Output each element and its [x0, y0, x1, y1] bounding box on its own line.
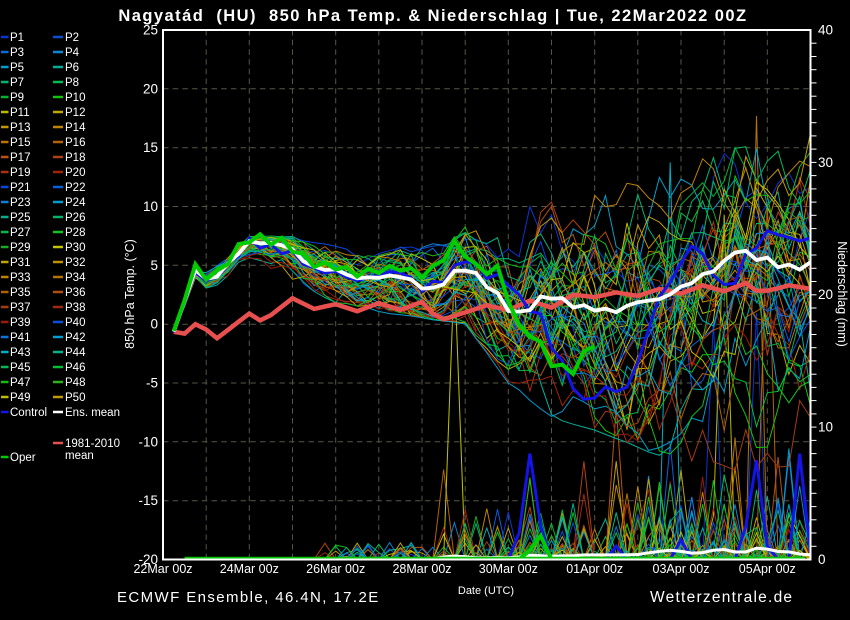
svg-text:P40: P40 [65, 317, 85, 329]
svg-text:P9: P9 [10, 92, 24, 104]
svg-text:20: 20 [143, 81, 158, 96]
svg-text:P41: P41 [10, 332, 30, 344]
svg-text:P24: P24 [65, 197, 86, 209]
svg-text:26Mar 00z: 26Mar 00z [306, 562, 365, 576]
svg-text:24Mar 00z: 24Mar 00z [220, 562, 279, 576]
svg-text:P33: P33 [10, 272, 30, 284]
svg-text:-20: -20 [138, 552, 158, 567]
svg-text:850 hPa Temp. (°C): 850 hPa Temp. (°C) [123, 239, 137, 349]
svg-text:P5: P5 [10, 62, 24, 74]
svg-text:0: 0 [818, 552, 826, 567]
svg-text:5: 5 [150, 258, 158, 273]
svg-text:P38: P38 [65, 302, 85, 314]
svg-text:P34: P34 [65, 272, 86, 284]
svg-text:Ens. mean: Ens. mean [65, 407, 120, 419]
svg-text:Niederschlag (mm): Niederschlag (mm) [835, 241, 849, 347]
svg-text:P27: P27 [10, 227, 30, 239]
svg-text:P6: P6 [65, 62, 79, 74]
svg-text:15: 15 [143, 140, 158, 155]
svg-text:P30: P30 [65, 242, 85, 254]
svg-text:P35: P35 [10, 287, 30, 299]
svg-text:10: 10 [143, 199, 158, 214]
svg-text:Nagyatád (HU) 850 hPa Temp.: Nagyatád (HU) 850 hPa Temp. & Niederschl… [118, 7, 747, 25]
svg-text:P19: P19 [10, 167, 30, 179]
svg-text:P46: P46 [65, 362, 85, 374]
svg-text:28Mar 00z: 28Mar 00z [392, 562, 451, 576]
svg-text:P25: P25 [10, 212, 30, 224]
svg-text:P22: P22 [65, 182, 85, 194]
svg-text:40: 40 [818, 23, 833, 38]
svg-text:P10: P10 [65, 92, 85, 104]
svg-text:-10: -10 [138, 434, 158, 449]
svg-text:P44: P44 [65, 347, 86, 359]
svg-text:P36: P36 [65, 287, 85, 299]
svg-text:P26: P26 [65, 212, 85, 224]
svg-text:1981-2010: 1981-2010 [65, 438, 120, 450]
svg-text:P23: P23 [10, 197, 30, 209]
svg-text:Date (UTC): Date (UTC) [458, 585, 514, 597]
svg-text:P50: P50 [65, 392, 85, 404]
svg-text:22Mar 00z: 22Mar 00z [133, 562, 192, 576]
svg-text:-5: -5 [146, 376, 158, 391]
svg-text:P20: P20 [65, 167, 85, 179]
svg-text:03Apr 00z: 03Apr 00z [653, 562, 710, 576]
svg-text:Wetterzentrale.de: Wetterzentrale.de [650, 589, 793, 606]
svg-text:P13: P13 [10, 122, 30, 134]
svg-text:25: 25 [143, 23, 158, 38]
svg-text:P7: P7 [10, 77, 24, 89]
svg-text:P12: P12 [65, 107, 85, 119]
svg-text:P43: P43 [10, 347, 30, 359]
svg-text:P28: P28 [65, 227, 85, 239]
svg-text:P31: P31 [10, 257, 30, 269]
svg-text:P17: P17 [10, 152, 30, 164]
svg-text:P42: P42 [65, 332, 85, 344]
svg-text:P39: P39 [10, 317, 30, 329]
svg-text:30: 30 [818, 155, 833, 170]
svg-text:10: 10 [818, 420, 833, 435]
svg-text:01Apr 00z: 01Apr 00z [566, 562, 623, 576]
svg-text:P49: P49 [10, 392, 30, 404]
svg-text:P11: P11 [10, 107, 30, 119]
svg-text:P18: P18 [65, 152, 85, 164]
svg-text:P15: P15 [10, 137, 30, 149]
svg-text:P48: P48 [65, 377, 85, 389]
svg-text:P29: P29 [10, 242, 30, 254]
svg-text:P8: P8 [65, 77, 79, 89]
svg-text:P37: P37 [10, 302, 30, 314]
svg-text:P4: P4 [65, 47, 80, 59]
svg-text:05Apr 00z: 05Apr 00z [739, 562, 796, 576]
svg-text:20: 20 [818, 287, 833, 302]
svg-text:P16: P16 [65, 137, 85, 149]
svg-text:P3: P3 [10, 47, 24, 59]
svg-text:P14: P14 [65, 122, 86, 134]
svg-text:P21: P21 [10, 182, 30, 194]
svg-text:mean: mean [65, 450, 94, 462]
svg-text:30Mar 00z: 30Mar 00z [479, 562, 538, 576]
svg-text:P2: P2 [65, 32, 79, 44]
svg-text:ECMWF Ensemble, 46.4N, 17.2E: ECMWF Ensemble, 46.4N, 17.2E [117, 589, 380, 606]
svg-text:Control: Control [10, 407, 47, 419]
svg-text:P47: P47 [10, 377, 30, 389]
svg-text:-15: -15 [138, 493, 158, 508]
svg-text:P32: P32 [65, 257, 85, 269]
svg-text:P45: P45 [10, 362, 30, 374]
svg-text:0: 0 [150, 317, 158, 332]
svg-text:P1: P1 [10, 32, 24, 44]
svg-text:Oper: Oper [10, 452, 36, 464]
